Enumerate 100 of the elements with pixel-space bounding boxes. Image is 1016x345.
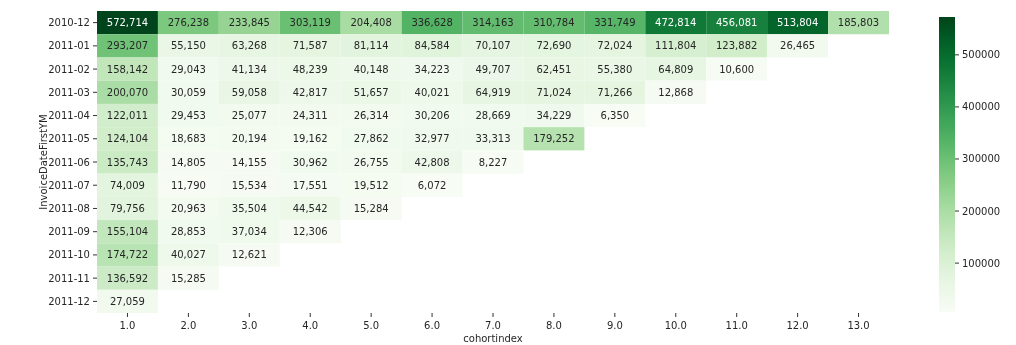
data-label: 26,314: [353, 110, 389, 122]
data-label: 41,134: [231, 63, 267, 75]
y-tick-label: 2011-11: [48, 272, 90, 284]
data-label: 55,380: [597, 63, 633, 75]
data-label: 15,534: [231, 179, 267, 191]
data-label: 12,621: [231, 249, 267, 261]
data-label: 111,804: [655, 40, 697, 52]
data-label: 84,584: [414, 40, 450, 52]
data-label: 12,306: [292, 226, 328, 238]
x-tick-label: 10.0: [664, 320, 687, 331]
data-label: 74,009: [109, 179, 145, 191]
data-label: 40,027: [170, 249, 206, 261]
data-label: 33,313: [475, 133, 511, 145]
x-tick-label: 11.0: [725, 320, 748, 331]
data-label: 200,070: [106, 86, 149, 98]
data-label: 122,011: [106, 110, 149, 122]
data-label: 81,114: [353, 40, 389, 52]
data-label: 48,239: [292, 63, 328, 75]
data-label: 40,021: [414, 86, 450, 98]
y-tick-label: 2011-08: [48, 202, 90, 214]
data-label: 26,465: [780, 40, 816, 52]
data-label: 44,542: [292, 202, 328, 214]
y-tick-label: 2011-01: [48, 40, 90, 52]
data-label: 6,350: [600, 110, 630, 122]
color-bar-label: 400000: [962, 101, 1001, 113]
data-label: 27,059: [109, 295, 145, 307]
y-tick-label: 2011-10: [48, 249, 90, 261]
data-label: 72,690: [536, 40, 572, 52]
data-label: 35,504: [231, 202, 267, 214]
data-label: 8,227: [478, 156, 508, 168]
data-label: 20,194: [231, 133, 267, 145]
data-label: 71,587: [292, 40, 328, 52]
data-label: 64,919: [475, 86, 511, 98]
data-label: 70,107: [475, 40, 511, 52]
data-label: 28,853: [170, 226, 206, 238]
data-label: 71,266: [597, 86, 633, 98]
x-tick-label: 1.0: [119, 320, 136, 331]
data-label: 25,077: [231, 110, 267, 122]
data-label: 19,512: [353, 179, 389, 191]
y-tick-label: 2010-12: [48, 17, 90, 29]
data-label: 174,722: [106, 249, 149, 261]
data-label: 158,142: [106, 63, 149, 75]
y-tick-label: 2011-03: [48, 86, 90, 98]
data-label: 72,024: [597, 40, 633, 52]
data-label: 79,756: [109, 202, 145, 214]
color-bar-label: 500000: [962, 49, 1001, 61]
data-label: 51,657: [353, 86, 389, 98]
data-label: 136,592: [106, 272, 149, 284]
data-label: 11,790: [170, 179, 206, 191]
data-label: 185,803: [837, 17, 880, 29]
color-bar-label: 200000: [962, 205, 1001, 217]
data-label: 472,814: [655, 17, 697, 29]
data-label: 71,024: [536, 86, 572, 98]
data-label: 30,962: [292, 156, 328, 168]
data-label: 27,862: [353, 133, 389, 145]
data-label: 17,551: [292, 179, 328, 191]
data-label: 14,155: [231, 156, 267, 168]
data-label: 123,882: [716, 40, 758, 52]
data-label: 456,081: [716, 17, 758, 29]
data-label: 10,600: [719, 63, 755, 75]
data-label: 6,072: [417, 179, 447, 191]
data-label: 15,285: [170, 272, 206, 284]
x-tick-label: 6.0: [424, 320, 441, 331]
data-label: 336,628: [411, 17, 453, 29]
data-label: 59,058: [231, 86, 267, 98]
data-label: 19,162: [292, 133, 328, 145]
data-label: 32,977: [414, 133, 450, 145]
y-tick-label: 2011-12: [48, 295, 90, 307]
data-label: 18,683: [170, 133, 206, 145]
y-axis-title: InvoiceDateFirstYM: [38, 114, 49, 210]
data-label: 303,119: [289, 17, 331, 29]
data-label: 30,059: [170, 86, 206, 98]
y-tick-label: 2011-02: [48, 63, 90, 75]
data-label: 37,034: [231, 226, 267, 238]
data-label: 233,845: [228, 17, 270, 29]
data-label: 40,148: [353, 63, 389, 75]
x-tick-label: 9.0: [606, 320, 623, 331]
x-tick-label: 3.0: [241, 320, 258, 331]
data-label: 12,868: [658, 86, 694, 98]
x-tick-label: 8.0: [545, 320, 562, 331]
data-label: 155,104: [106, 226, 149, 238]
data-label: 572,714: [106, 17, 149, 29]
data-label: 293,207: [106, 40, 149, 52]
x-tick-label: 12.0: [786, 320, 809, 331]
data-label: 314,163: [472, 17, 514, 29]
color-bar-label: 300000: [962, 153, 1001, 165]
y-tick-label: 2011-07: [48, 179, 90, 191]
data-label: 20,963: [170, 202, 206, 214]
data-label: 55,150: [170, 40, 206, 52]
data-label: 49,707: [475, 63, 511, 75]
x-tick-label: 13.0: [847, 320, 870, 331]
data-label: 15,284: [353, 202, 389, 214]
data-label: 513,804: [776, 17, 819, 29]
data-label: 124,104: [106, 133, 149, 145]
data-label: 331,749: [594, 17, 636, 29]
data-label: 28,669: [475, 110, 511, 122]
data-label: 310,784: [533, 17, 575, 29]
data-label: 26,755: [353, 156, 389, 168]
data-label: 34,229: [536, 110, 572, 122]
y-tick-label: 2011-06: [48, 156, 90, 168]
